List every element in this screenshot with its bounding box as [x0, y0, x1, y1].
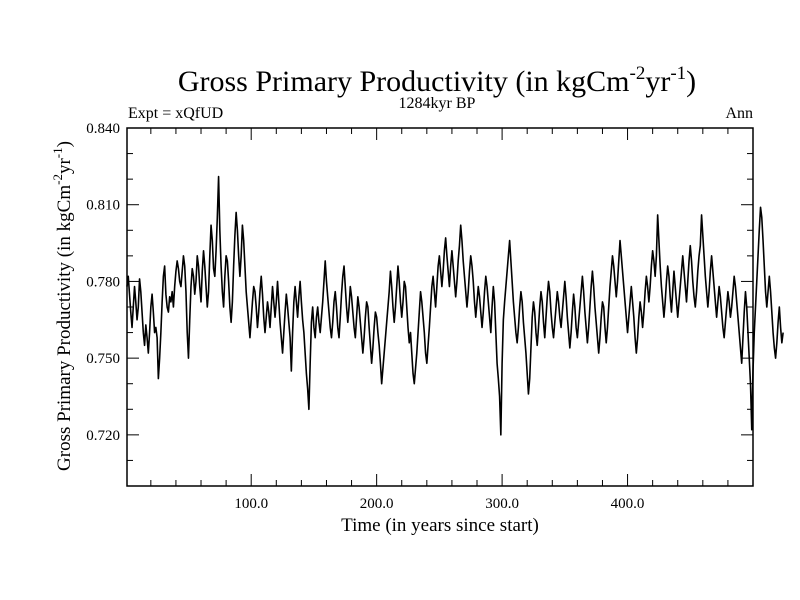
x-tick-label: 100.0 — [234, 496, 268, 512]
plot-frame — [126, 127, 754, 487]
y-tick-label: 0.810 — [86, 198, 120, 214]
subtitle-period: 1284kyr BP — [399, 95, 476, 112]
y-axis-label: Gross Primary Productivity (in kgCm-2yr-… — [50, 141, 75, 471]
x-axis-label: Time (in years since start) — [341, 515, 539, 536]
x-tick-label: 200.0 — [360, 496, 394, 512]
experiment-label: Expt = xQfUD — [128, 105, 223, 122]
season-label: Ann — [725, 105, 753, 122]
y-tick-label: 0.780 — [86, 274, 120, 290]
y-tick-label: 0.750 — [86, 351, 120, 367]
y-tick-label: 0.840 — [86, 121, 120, 137]
axis-tick-labels: 0.720 0.750 0.780 0.810 0.840 100.0 200.0 300.0… — [86, 121, 644, 512]
x-tick-label: 300.0 — [485, 496, 519, 512]
axis-ticks — [127, 127, 754, 487]
gpp-series-line — [126, 175, 784, 436]
chart-title: Gross Primary Productivity (in kgCm-2yr-… — [178, 63, 696, 98]
y-tick-label: 0.720 — [86, 428, 120, 444]
x-tick-label: 400.0 — [611, 496, 645, 512]
